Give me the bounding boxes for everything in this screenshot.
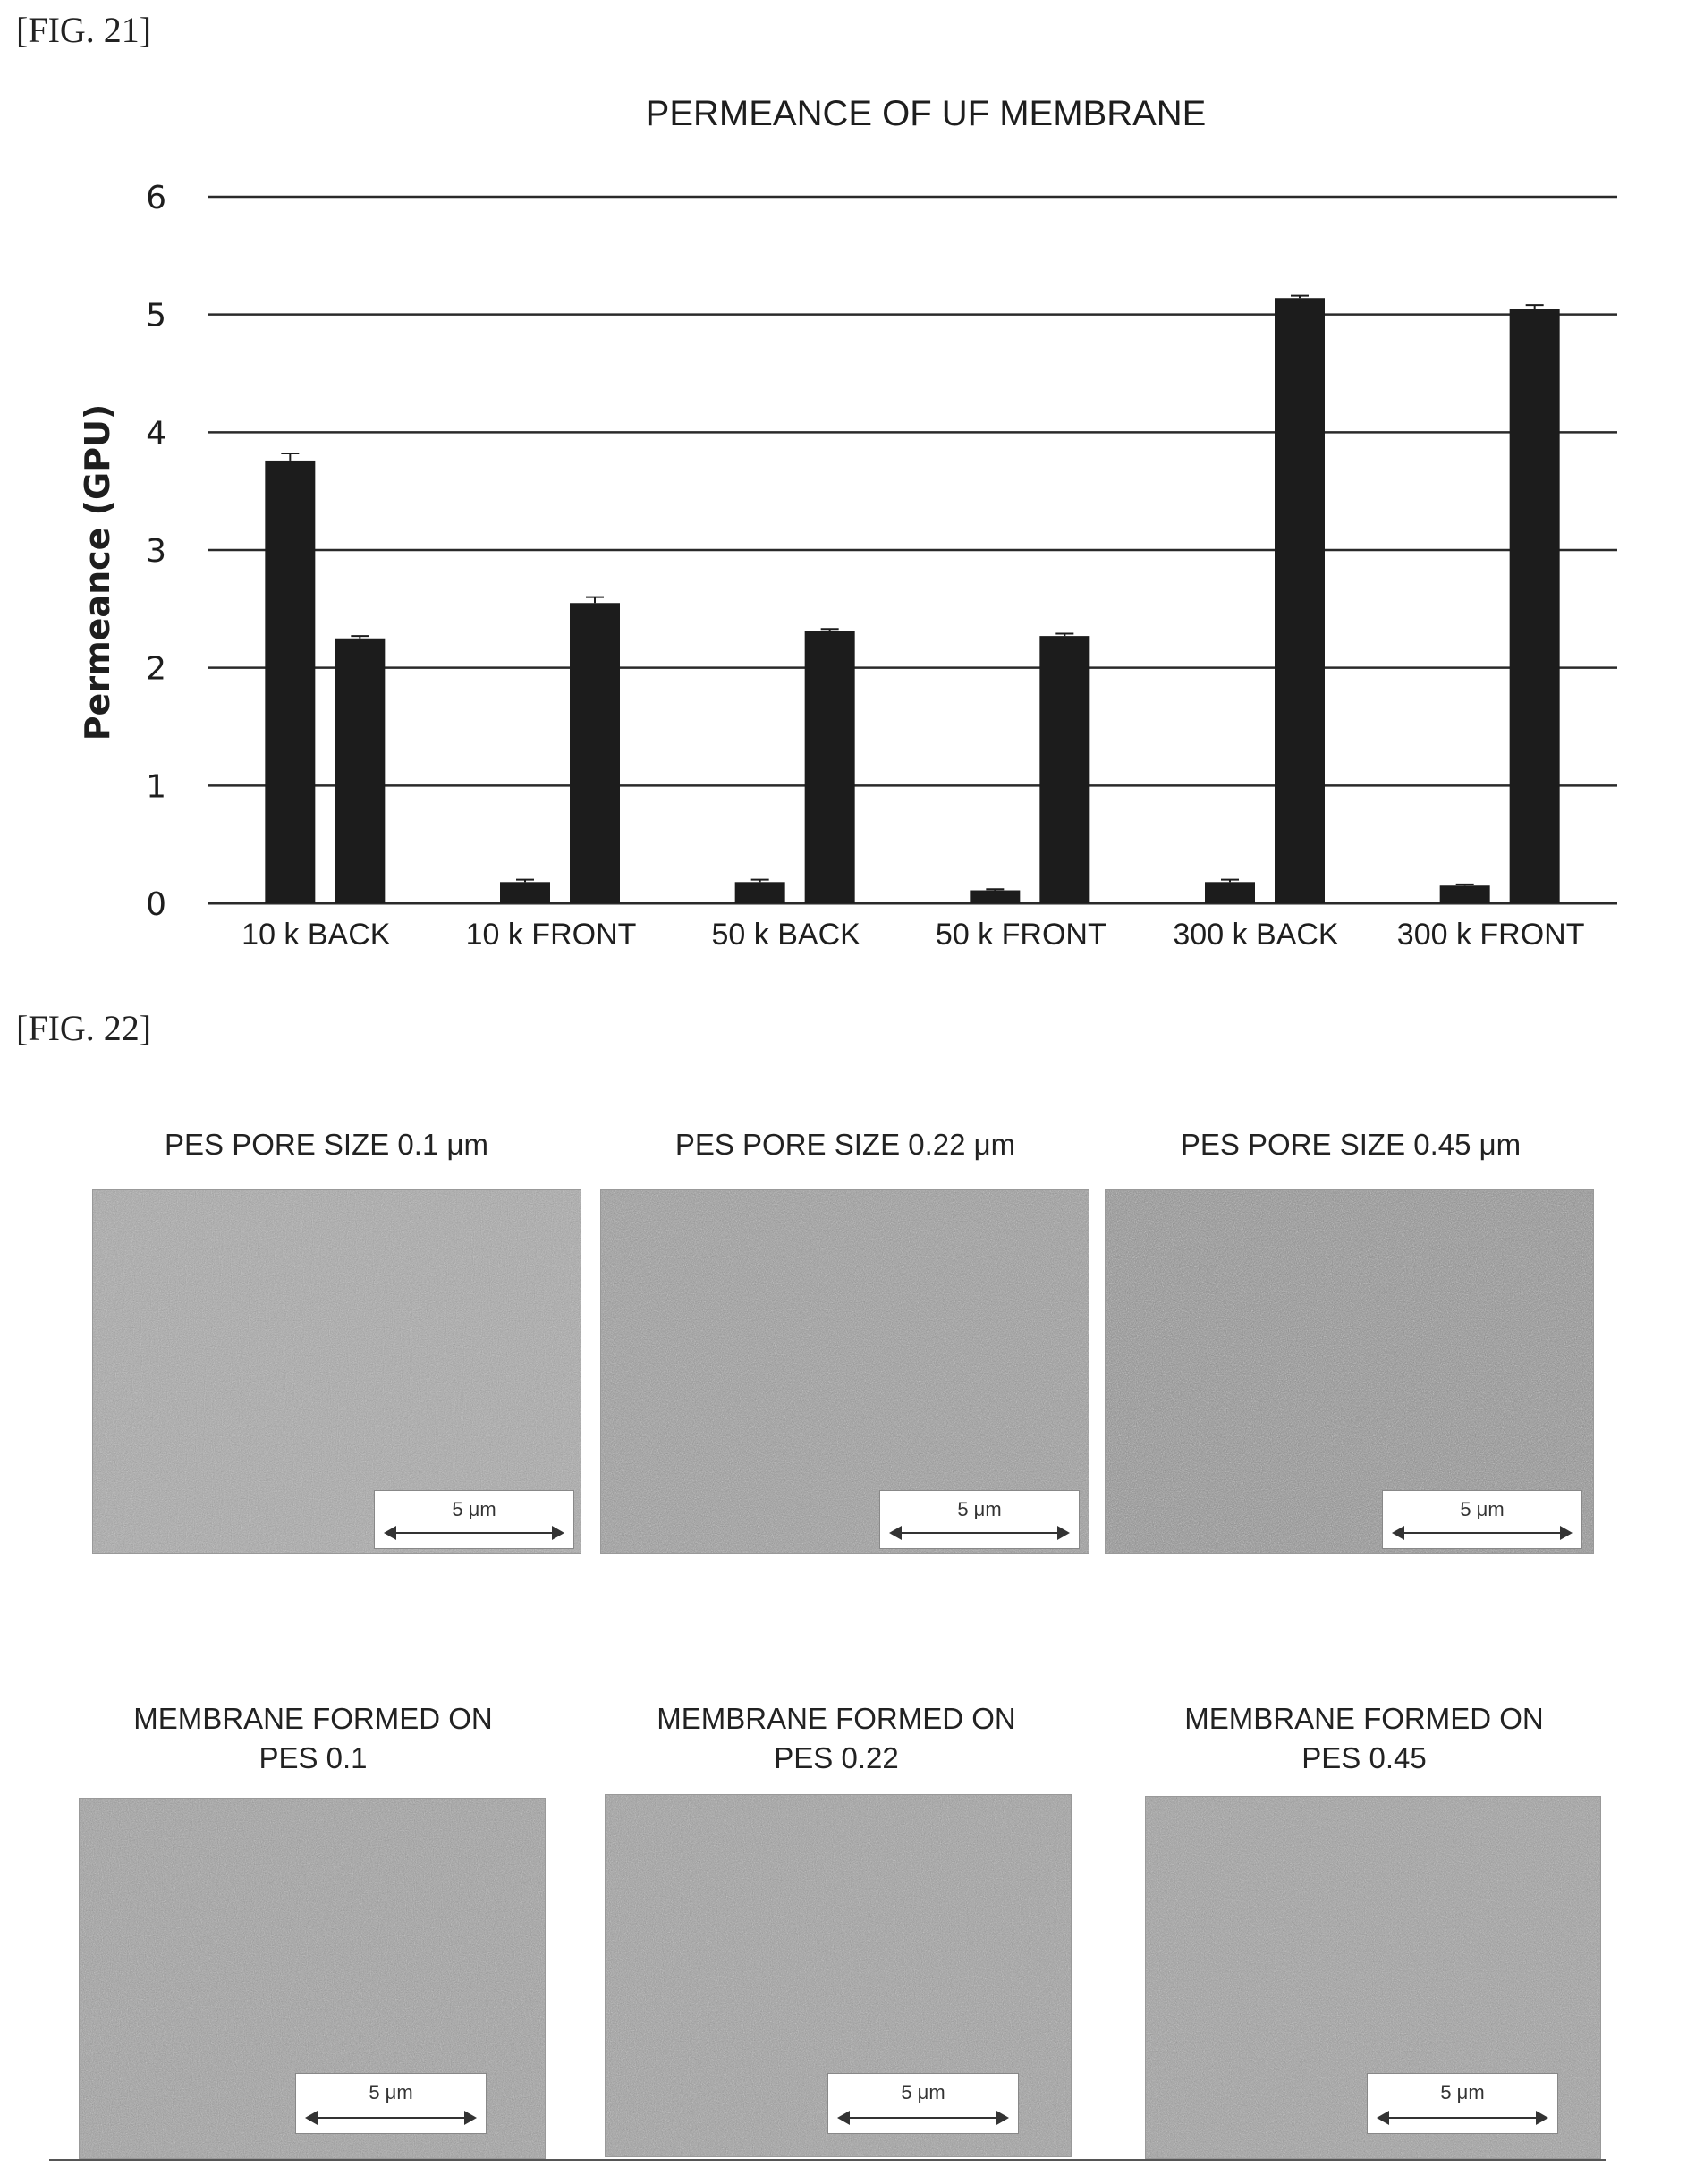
scale-bar: 5 μm — [879, 1490, 1080, 1549]
scale-bar-label: 5 μm — [1440, 2081, 1485, 2104]
gridlines — [208, 195, 1617, 905]
y-tick-labels: 0 1 2 3 4 5 6 — [146, 180, 166, 923]
sem-caption-line2: PES 0.1 — [259, 1741, 368, 1774]
y-tick-label: 3 — [146, 533, 166, 570]
sem-caption-line1: MEMBRANE FORMED ON — [657, 1702, 1016, 1735]
y-tick-label: 5 — [146, 298, 166, 334]
bars — [265, 294, 1560, 903]
y-tick-label: 0 — [146, 886, 166, 923]
sem-caption-line2: PES 0.22 — [774, 1741, 899, 1774]
bottom-rule — [49, 2159, 1606, 2161]
sem-caption-line1: PES PORE SIZE 0.1 μm — [165, 1128, 488, 1161]
y-tick-label: 2 — [146, 651, 166, 688]
sem-caption: MEMBRANE FORMED ON PES 0.45 — [1114, 1699, 1615, 1778]
chart-title: PERMEANCE OF UF MEMBRANE — [646, 94, 1207, 133]
sem-caption-line1: MEMBRANE FORMED ON — [1184, 1702, 1544, 1735]
scale-bar-arrow — [384, 1526, 564, 1540]
scale-bar: 5 μm — [1367, 2073, 1558, 2134]
scale-bar-arrow — [1392, 1526, 1573, 1540]
bar — [1509, 309, 1560, 903]
y-tick-label: 6 — [146, 180, 166, 216]
fig21-label: [FIG. 21] — [16, 10, 152, 50]
x-tick-label: 300 k FRONT — [1397, 918, 1585, 952]
bar — [1205, 882, 1255, 903]
x-tick-labels: 10 k BACK 10 k FRONT 50 k BACK 50 k FRONT 30… — [242, 918, 1584, 952]
bar — [500, 882, 550, 903]
y-tick-label: 1 — [146, 768, 166, 805]
bar — [970, 890, 1021, 903]
scale-bar-arrow — [837, 2111, 1009, 2125]
bar — [335, 638, 386, 903]
scale-bar-label: 5 μm — [901, 2081, 945, 2104]
x-tick-label: 300 k BACK — [1173, 918, 1339, 952]
bar — [265, 460, 316, 903]
bar — [804, 631, 855, 903]
fig22-label: [FIG. 22] — [16, 1008, 152, 1048]
scale-bar-label: 5 μm — [957, 1498, 1002, 1520]
x-tick-label: 50 k BACK — [712, 918, 861, 952]
sem-caption: PES PORE SIZE 0.45 μm — [1100, 1125, 1601, 1164]
scale-bar-label: 5 μm — [452, 1498, 496, 1520]
scale-bar-label: 5 μm — [369, 2081, 413, 2104]
bar — [570, 603, 620, 903]
bar — [1039, 636, 1090, 903]
sem-caption-line2: PES 0.45 — [1301, 1741, 1427, 1774]
x-tick-label: 10 k BACK — [242, 918, 391, 952]
x-tick-label: 10 k FRONT — [466, 918, 637, 952]
y-axis-label: Permeance (GPU) — [78, 404, 117, 741]
bar — [1439, 885, 1490, 903]
scale-bar: 5 μm — [827, 2073, 1019, 2134]
permeance-bar-chart: PERMEANCE OF UF MEMBRANE Permeance (GPU)… — [78, 94, 1617, 952]
scale-bar-arrow — [889, 1526, 1070, 1540]
sem-caption: PES PORE SIZE 0.22 μm — [595, 1125, 1096, 1164]
x-tick-label: 50 k FRONT — [936, 918, 1106, 952]
y-tick-label: 4 — [146, 415, 166, 452]
bar — [1275, 298, 1325, 903]
bar — [734, 882, 785, 903]
scale-bar: 5 μm — [1382, 1490, 1582, 1549]
scale-bar: 5 μm — [295, 2073, 487, 2134]
scale-bar: 5 μm — [374, 1490, 574, 1549]
scale-bar-arrow — [305, 2111, 477, 2125]
sem-caption-line1: PES PORE SIZE 0.22 μm — [674, 1128, 1016, 1161]
sem-caption-line1: MEMBRANE FORMED ON — [133, 1702, 493, 1735]
sem-caption-line1: PES PORE SIZE 0.45 μm — [1180, 1128, 1522, 1161]
sem-caption: PES PORE SIZE 0.1 μm — [76, 1125, 577, 1164]
sem-caption: MEMBRANE FORMED ON PES 0.1 — [63, 1699, 564, 1778]
sem-caption: MEMBRANE FORMED ON PES 0.22 — [586, 1699, 1087, 1778]
scale-bar-arrow — [1377, 2111, 1548, 2125]
scale-bar-label: 5 μm — [1460, 1498, 1505, 1520]
